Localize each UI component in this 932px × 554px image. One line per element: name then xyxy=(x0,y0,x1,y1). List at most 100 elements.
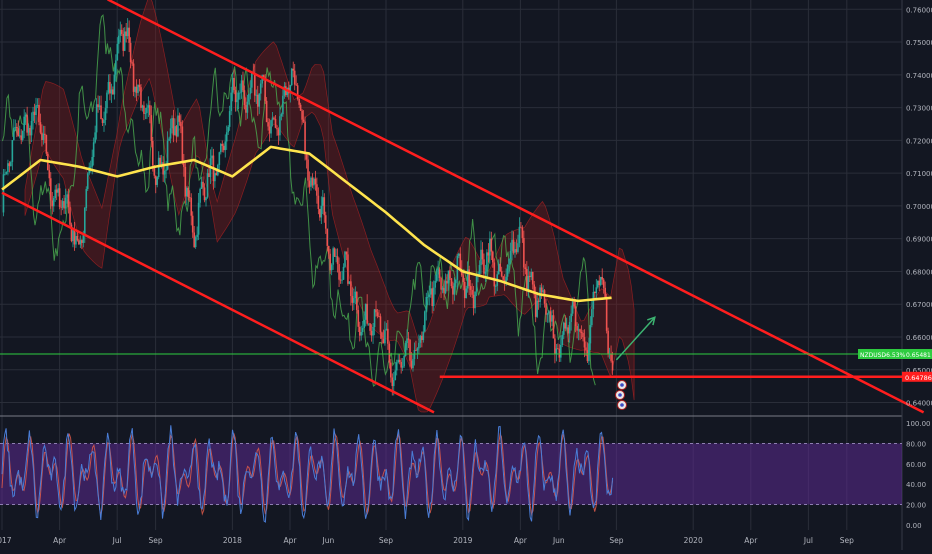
candle-body xyxy=(443,288,445,294)
candle-body xyxy=(100,105,102,120)
candle-body xyxy=(175,126,178,137)
candle-body xyxy=(122,33,125,51)
candle-body xyxy=(185,187,188,197)
candle-body xyxy=(274,118,277,128)
candle-body xyxy=(395,362,398,371)
candle-body xyxy=(416,348,419,351)
candle-body xyxy=(534,294,537,317)
candle-body xyxy=(373,309,376,328)
candle-body xyxy=(183,163,185,167)
change-label: -6.53% xyxy=(884,352,906,359)
candle-body xyxy=(582,332,584,338)
candle-body xyxy=(146,107,148,113)
candle-body xyxy=(193,232,195,248)
candle-body xyxy=(35,105,37,116)
stoch-y-tick-label: 80.00 xyxy=(906,440,926,448)
candle-body xyxy=(253,73,256,96)
stochastic-k-line xyxy=(1,425,614,523)
candle-body xyxy=(76,235,79,241)
candle-body xyxy=(537,300,540,302)
candle-body xyxy=(505,276,507,284)
candle-body xyxy=(200,181,203,189)
candle-body xyxy=(21,130,24,140)
candle-body xyxy=(350,281,352,297)
candle-body xyxy=(178,115,181,122)
candle-body xyxy=(493,262,496,287)
candle-body xyxy=(543,290,546,304)
candle-body xyxy=(397,359,399,363)
candle-body xyxy=(202,181,204,188)
candle-body xyxy=(449,270,451,279)
candle-body xyxy=(601,276,604,280)
candle-body xyxy=(540,287,543,293)
ichimoku-cloud xyxy=(24,0,635,413)
candle-body xyxy=(305,154,308,160)
candle-body xyxy=(279,116,281,136)
candle-body xyxy=(376,312,379,317)
candle-body xyxy=(27,127,30,133)
candle-body xyxy=(444,280,447,294)
candle-body xyxy=(384,330,386,344)
candle-body xyxy=(149,105,151,116)
candle-body xyxy=(81,240,83,243)
candle-body xyxy=(579,329,581,332)
candle-body xyxy=(428,294,431,297)
candle-body xyxy=(311,177,314,186)
candle-body xyxy=(265,100,268,123)
candle-body xyxy=(4,173,6,175)
candle-body xyxy=(422,331,425,341)
candle-body xyxy=(150,115,153,141)
stoch-y-tick-label: 20.00 xyxy=(906,502,926,510)
candle-body xyxy=(509,250,512,259)
candle-body xyxy=(452,286,454,295)
candle-body xyxy=(194,237,197,248)
candle-body xyxy=(20,135,23,140)
candle-body xyxy=(521,227,524,238)
candle-body xyxy=(390,362,392,378)
candle-body xyxy=(134,86,136,92)
candle-body xyxy=(329,253,331,271)
candle-body xyxy=(234,90,237,103)
price-labels: NZDUSD -6.53% 0.65481 0.64786 xyxy=(858,348,932,382)
candle-body xyxy=(435,274,438,281)
candle-body xyxy=(558,348,561,358)
candle-body xyxy=(596,280,599,288)
candle-body xyxy=(110,89,113,94)
candle-body xyxy=(335,256,337,258)
candle-body xyxy=(199,188,201,203)
candle-body xyxy=(125,31,127,37)
candle-body xyxy=(168,138,170,141)
candle-body xyxy=(551,315,553,322)
candle-body xyxy=(249,87,252,94)
candle-body xyxy=(327,245,330,254)
candle-body xyxy=(177,115,179,137)
drawing-overlays xyxy=(0,0,925,414)
candle-body xyxy=(72,230,74,242)
candle-body xyxy=(248,93,250,102)
candle-body xyxy=(113,74,116,95)
x-tick-label: 2019 xyxy=(453,536,472,545)
candle-body xyxy=(486,252,488,272)
candle-body xyxy=(440,277,442,290)
x-tick-label: Apr xyxy=(53,536,67,545)
candle-body xyxy=(79,240,82,245)
x-tick-label: Sep xyxy=(609,536,623,545)
candle-body xyxy=(215,173,218,176)
candle-body xyxy=(51,200,54,207)
candle-body xyxy=(206,173,209,198)
candle-body xyxy=(366,303,368,324)
candle-body xyxy=(404,343,407,356)
candle-body xyxy=(289,85,292,94)
candle-body xyxy=(251,72,253,88)
candle-body xyxy=(156,177,159,185)
candle-body xyxy=(230,92,232,112)
candle-body xyxy=(116,43,119,61)
candle-body xyxy=(499,263,502,272)
lagging-line-path xyxy=(2,14,596,387)
candle-body xyxy=(468,269,470,287)
candle-body xyxy=(106,92,108,109)
candle-body xyxy=(30,120,33,136)
